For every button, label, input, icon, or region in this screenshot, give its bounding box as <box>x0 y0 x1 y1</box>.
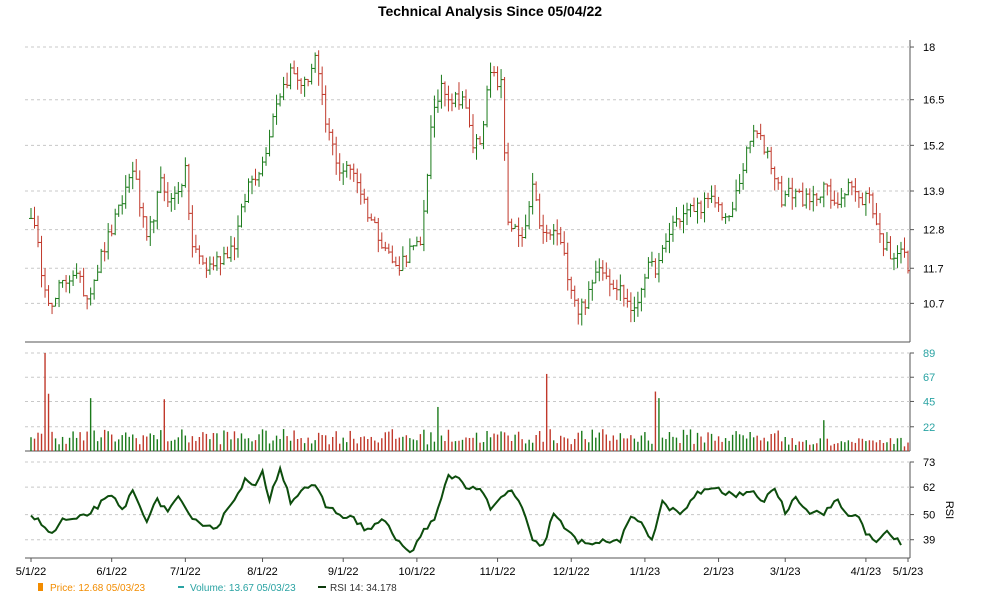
rsi-panel: 39 50 62 73 RSI <box>25 457 955 559</box>
x-tick-label: 5/1/23 <box>893 566 924 578</box>
volume-panel: 22 45 67 89 <box>25 348 935 452</box>
x-tick-label: 10/1/22 <box>399 566 436 578</box>
price-y-tick-label: 12.8 <box>923 225 944 237</box>
x-tick-label: 7/1/22 <box>170 566 201 578</box>
legend-item-label: Volume: 13.67 05/03/23 <box>190 583 296 594</box>
volume-y-tick-label: 22 <box>923 422 935 434</box>
x-tick-label: 8/1/22 <box>247 566 278 578</box>
volume-y-tick-label: 45 <box>923 396 935 408</box>
rsi-y-tick-label: 62 <box>923 482 935 494</box>
rsi-y-tick-label: 39 <box>923 535 935 547</box>
volume-y-tick-label: 89 <box>923 348 935 360</box>
x-tick-label: 2/1/23 <box>703 566 734 578</box>
chart-title: Technical Analysis Since 05/04/22 <box>378 3 602 19</box>
volume-y-tick-label: 67 <box>923 372 935 384</box>
price-y-tick-label: 11.7 <box>923 263 944 275</box>
x-tick-label: 3/1/23 <box>770 566 801 578</box>
x-tick-label: 4/1/23 <box>851 566 882 578</box>
rsi-axis-label: RSI <box>943 501 955 519</box>
rsi-y-tick-label: 50 <box>923 510 935 522</box>
x-tick-label: 5/1/22 <box>16 566 47 578</box>
legend-price-swatch <box>38 583 43 591</box>
rsi-line <box>30 464 902 554</box>
x-tick-label: 1/1/23 <box>630 566 661 578</box>
x-tick-label: 11/1/22 <box>480 566 516 578</box>
price-y-tick-label: 18 <box>923 42 935 54</box>
price-y-tick-label: 15.2 <box>923 140 944 152</box>
price-y-tick-label: 13.9 <box>923 186 944 198</box>
price-panel: 10.7 11.7 12.8 13.9 15.2 16.5 18 <box>25 40 944 343</box>
legend: Price: 12.68 05/03/23 Volume: 13.67 05/03… <box>38 583 397 594</box>
x-tick-label: 6/1/22 <box>96 566 127 578</box>
x-tick-label: 12/1/22 <box>553 566 590 578</box>
rsi-y-tick-label: 73 <box>923 457 935 469</box>
price-y-tick-label: 10.7 <box>923 298 944 310</box>
legend-item-label: RSI 14: 34.178 <box>330 583 397 594</box>
x-tick-label: 9/1/22 <box>328 566 359 578</box>
legend-item-label: Price: 12.68 05/03/23 <box>50 583 146 594</box>
x-axis: 5/1/22 6/1/22 7/1/22 8/1/22 9/1/22 10/1/22 11/… <box>16 558 924 578</box>
price-y-tick-label: 16.5 <box>923 95 944 107</box>
